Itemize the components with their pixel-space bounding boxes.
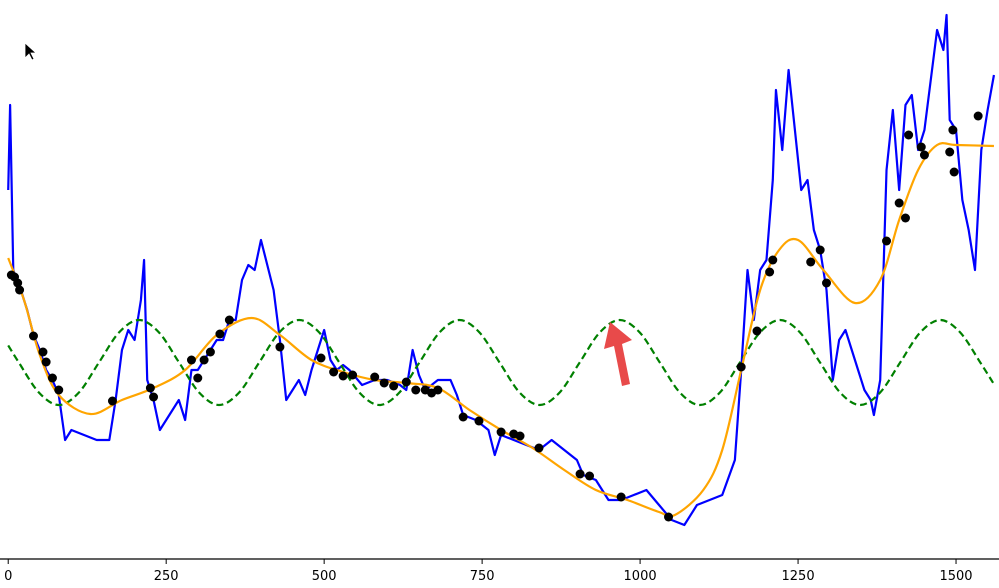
scatter-point [199, 355, 209, 365]
scatter-point [458, 412, 468, 422]
scatter-point [894, 198, 904, 208]
scatter-point [616, 492, 626, 502]
scatter-point [949, 167, 959, 177]
scatter-point [916, 142, 926, 152]
scatter-point [904, 130, 914, 140]
mouse-cursor [24, 42, 38, 61]
scatter-point [149, 392, 159, 402]
scatter-point [882, 236, 892, 246]
scatter-point [534, 443, 544, 453]
scatter-point [224, 315, 234, 325]
scatter-point [765, 267, 775, 277]
scatter-point [433, 385, 443, 395]
scatter-point [945, 147, 955, 157]
scatter-point [47, 373, 57, 383]
x-tick-label: 1000 [624, 569, 657, 584]
scatter-point [401, 377, 411, 387]
scatter-point [821, 278, 831, 288]
scatter-point [38, 347, 48, 357]
scatter-point [205, 347, 215, 357]
x-tick-label: 1250 [782, 569, 815, 584]
scatter-point [752, 326, 762, 336]
scatter-point [107, 396, 117, 406]
scatter-point [815, 245, 825, 255]
scatter-point [474, 416, 484, 426]
scatter-point [215, 329, 225, 339]
scatter-point [973, 111, 983, 121]
scatter-point [28, 331, 38, 341]
scatter-point [736, 362, 746, 372]
scatter-point [411, 385, 421, 395]
x-tick-label: 750 [470, 569, 495, 584]
scatter-point [13, 278, 23, 288]
x-tick-label: 500 [312, 569, 337, 584]
series-line [7, 142, 994, 518]
scatter-point [379, 378, 389, 388]
scatter-point [348, 370, 358, 380]
scatter-point [193, 373, 203, 383]
scatter-point [329, 367, 339, 377]
x-tick-label: 1500 [939, 569, 972, 584]
x-tick-label: 250 [154, 569, 179, 584]
scatter-point [275, 342, 285, 352]
scatter-point [919, 150, 929, 160]
scatter-point [389, 381, 399, 391]
scatter-point [948, 125, 958, 135]
scatter-point [768, 255, 778, 265]
scatter-point [585, 471, 595, 481]
scatter-point [900, 213, 910, 223]
scatter-point [15, 285, 25, 295]
series-line [7, 13, 996, 527]
plot-area [6, 13, 996, 527]
red-arrow [604, 322, 632, 386]
series-line [7, 318, 995, 407]
scatter-point [496, 427, 506, 437]
scatter-point [145, 383, 155, 393]
scatter-point [664, 512, 674, 522]
scatter-point [515, 431, 525, 441]
scatter-point [316, 353, 326, 363]
scatter-point [54, 385, 64, 395]
scatter-point [806, 257, 816, 267]
scatter-point [370, 372, 380, 382]
scatter-point [575, 469, 585, 479]
scatter-point [186, 355, 196, 365]
scatter-point [338, 371, 348, 381]
x-tick-label: 0 [4, 569, 12, 584]
scatter-point [41, 357, 51, 367]
